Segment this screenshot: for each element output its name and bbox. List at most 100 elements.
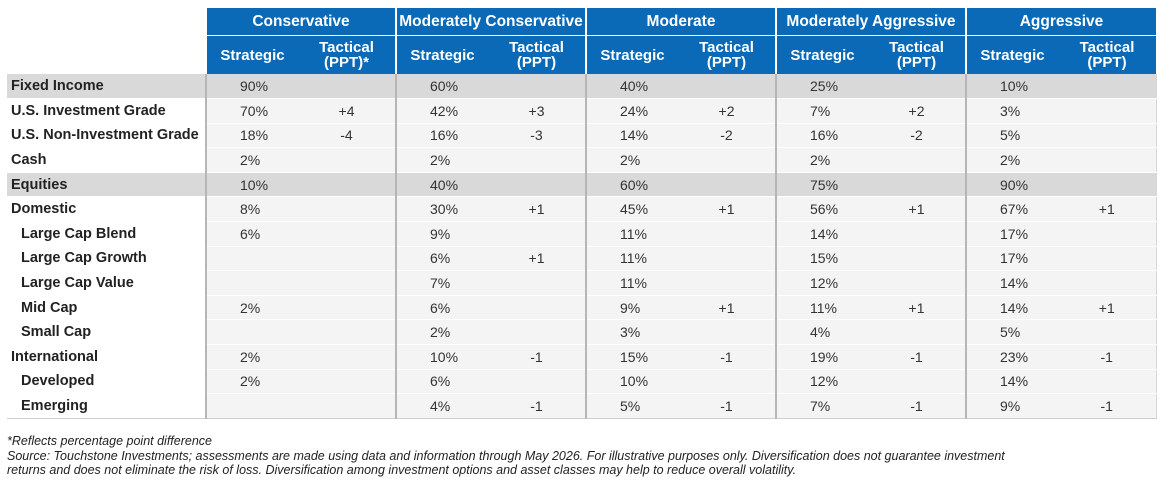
tactical-cell: +1	[678, 196, 776, 223]
row-label: Small Cap	[7, 319, 206, 346]
tactical-cell: -3	[488, 123, 586, 149]
strategic-cell: 10%	[205, 172, 298, 198]
tactical-cell	[298, 74, 396, 100]
row-label: Large Cap Growth	[7, 246, 206, 272]
strategic-cell: 2%	[205, 295, 298, 321]
strategic-cell: 14%	[965, 369, 1058, 395]
strategic-cell: 11%	[585, 270, 678, 296]
tactical-cell	[678, 172, 776, 198]
strategic-header: Strategic	[585, 35, 678, 74]
strategic-cell: 5%	[965, 319, 1058, 346]
strategic-cell: 16%	[775, 123, 868, 149]
source-line-2: returns and does not eliminate the risk …	[7, 463, 797, 477]
row-label: Large Cap Value	[7, 270, 206, 296]
table-row: Mid Cap 2% 6% 9% +1 11% +1 14% +1	[7, 295, 1157, 321]
strategic-cell: 6%	[205, 221, 298, 247]
strategic-cell: 25%	[775, 74, 868, 100]
row-label: Fixed Income	[7, 74, 206, 100]
corner-blank-2	[7, 36, 206, 75]
row-label: Mid Cap	[7, 295, 206, 321]
tactical-cell	[298, 393, 396, 419]
tactical-cell	[298, 196, 396, 223]
strategic-cell	[205, 270, 298, 296]
strategic-cell: 15%	[775, 246, 868, 272]
tactical-cell	[1058, 221, 1157, 247]
strategic-cell: 70%	[205, 98, 298, 124]
strategic-cell: 9%	[965, 393, 1058, 419]
strategic-cell: 12%	[775, 369, 868, 395]
table-row: Emerging 4% -1 5% -1 7% -1 9% -1	[7, 393, 1157, 419]
table-row: Large Cap Blend 6% 9% 11% 14% 17%	[7, 221, 1157, 247]
tactical-header-line-1: Tactical	[889, 39, 944, 56]
tactical-header: Tactical (PPT)*	[298, 35, 396, 74]
tactical-cell	[298, 319, 396, 346]
group-header-row: Conservative Moderately Conservative Moder…	[7, 8, 1156, 36]
strategic-cell: 42%	[395, 98, 488, 124]
source-line-1: Source: Touchstone Investments; assessme…	[7, 448, 1005, 463]
tactical-header-line-2: (PPT)	[1087, 54, 1127, 71]
tactical-cell: +1	[1058, 295, 1157, 321]
row-label: Large Cap Blend	[7, 221, 206, 247]
strategic-cell: 75%	[775, 172, 868, 198]
table-row: Small Cap 2% 3% 4% 5%	[7, 319, 1157, 346]
table-row: Large Cap Value 7% 11% 12% 14%	[7, 270, 1157, 296]
tactical-cell: -1	[488, 393, 586, 419]
tactical-cell: -1	[488, 344, 586, 370]
strategic-cell: 4%	[395, 393, 488, 419]
tactical-cell	[298, 295, 396, 321]
tactical-cell: +3	[488, 98, 586, 124]
row-label: International	[7, 344, 206, 370]
tactical-cell	[1058, 98, 1157, 124]
tactical-cell	[868, 172, 966, 198]
tactical-cell: -2	[678, 123, 776, 149]
strategic-header: Strategic	[205, 35, 298, 74]
strategic-cell: 60%	[585, 172, 678, 198]
strategic-cell: 23%	[965, 344, 1058, 370]
tactical-cell	[298, 369, 396, 395]
group-header: Moderately Conservative	[395, 8, 586, 36]
tactical-cell	[488, 221, 586, 247]
tactical-header-line-2: (PPT)*	[324, 54, 369, 71]
tactical-cell	[868, 74, 966, 100]
strategic-cell: 2%	[395, 319, 488, 346]
tactical-cell	[868, 147, 966, 173]
sub-header-row: Strategic Tactical (PPT)* Strategic Tactical…	[7, 35, 1156, 75]
tactical-cell: +1	[488, 246, 586, 272]
strategic-cell: 10%	[965, 74, 1058, 100]
footnote-ppt: *Reflects percentage point difference	[7, 434, 212, 448]
strategic-cell: 11%	[775, 295, 868, 321]
tactical-cell: +1	[868, 295, 966, 321]
tactical-cell	[1058, 123, 1157, 149]
tactical-cell	[488, 74, 586, 100]
row-label: Developed	[7, 369, 206, 395]
strategic-cell: 10%	[585, 369, 678, 395]
strategic-cell: 67%	[965, 196, 1058, 223]
strategic-cell: 8%	[205, 196, 298, 223]
tactical-header: Tactical (PPT)	[678, 35, 776, 74]
row-label: Cash	[7, 147, 206, 173]
tactical-cell	[1058, 369, 1157, 395]
tactical-header-line-2: (PPT)	[516, 54, 557, 71]
strategic-cell: 5%	[585, 393, 678, 419]
strategic-cell: 11%	[585, 246, 678, 272]
tactical-cell	[298, 172, 396, 198]
strategic-cell: 6%	[395, 246, 488, 272]
strategic-cell: 14%	[585, 123, 678, 149]
tactical-cell: -1	[678, 393, 776, 419]
tactical-cell	[678, 221, 776, 247]
tactical-cell: +1	[678, 295, 776, 321]
tactical-header-line-1: Tactical	[509, 39, 564, 56]
strategic-cell: 2%	[395, 147, 488, 173]
tactical-cell	[298, 147, 396, 173]
tactical-cell	[488, 172, 586, 198]
strategic-cell: 7%	[775, 98, 868, 124]
strategic-cell: 10%	[395, 344, 488, 370]
tactical-cell: +4	[298, 98, 396, 124]
strategic-cell: 40%	[395, 172, 488, 198]
tactical-cell	[678, 74, 776, 100]
tactical-cell	[488, 369, 586, 395]
strategic-cell: 18%	[205, 123, 298, 149]
tactical-cell	[1058, 246, 1157, 272]
strategic-cell: 30%	[395, 196, 488, 223]
